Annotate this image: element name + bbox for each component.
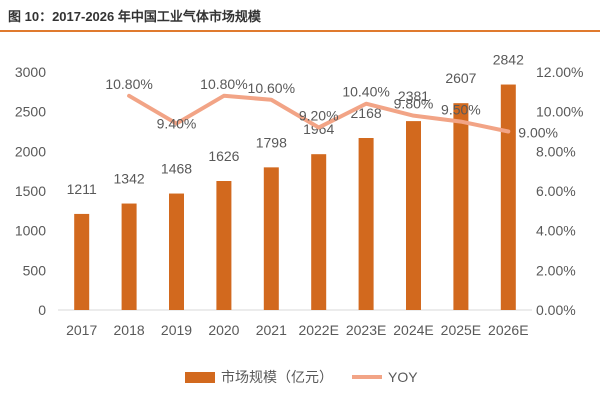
yoy-value-label: 10.60% xyxy=(248,80,295,96)
bar-2024e xyxy=(406,121,421,310)
bar-2022e xyxy=(311,154,327,310)
bar-value-label: 1468 xyxy=(161,161,192,177)
bar-value-label: 2607 xyxy=(445,70,476,86)
x-tick-label: 2023E xyxy=(346,322,386,338)
y-right-tick-label: 12.00% xyxy=(536,64,583,80)
y-left-tick-label: 500 xyxy=(23,262,47,278)
bar-value-label: 1211 xyxy=(67,181,97,197)
legend-swatch-bar xyxy=(185,372,215,383)
x-tick-label: 2024E xyxy=(393,322,433,338)
y-right-tick-label: 10.00% xyxy=(536,104,583,120)
x-tick-label: 2019 xyxy=(161,322,192,338)
legend-label-market-size: 市场规模（亿元） xyxy=(221,369,333,385)
x-tick-label: 2021 xyxy=(256,322,287,338)
y-left-tick-label: 2500 xyxy=(15,104,46,120)
y-left-tick-label: 2000 xyxy=(15,143,46,159)
yoy-value-label: 10.80% xyxy=(200,76,247,92)
bar-2019 xyxy=(169,193,184,310)
y-left-tick-label: 1000 xyxy=(15,223,46,239)
y-left-tick-label: 3000 xyxy=(15,64,46,80)
yoy-value-label: 9.50% xyxy=(441,102,481,118)
bar-value-label: 2842 xyxy=(493,52,524,68)
yoy-value-label: 9.00% xyxy=(518,125,558,141)
y-right-tick-label: 6.00% xyxy=(536,183,576,199)
y-left-tick-label: 1500 xyxy=(15,183,46,199)
y-left-tick-label: 0 xyxy=(38,302,46,318)
y-right-tick-label: 0.00% xyxy=(536,302,576,318)
y-right-tick-label: 4.00% xyxy=(536,223,576,239)
yoy-value-label: 10.80% xyxy=(105,76,152,92)
x-tick-label: 2017 xyxy=(66,322,97,338)
bar-value-label: 1342 xyxy=(114,171,145,187)
bar-value-label: 1626 xyxy=(208,148,239,164)
bar-2026e xyxy=(500,84,516,310)
x-tick-label: 2026E xyxy=(488,322,528,338)
bar-2020 xyxy=(216,181,232,310)
bar-2025e xyxy=(453,103,469,310)
bar-2021 xyxy=(263,167,279,310)
yoy-value-label: 10.40% xyxy=(342,84,389,100)
title-underline xyxy=(0,30,600,32)
x-tick-label: 2018 xyxy=(114,322,145,338)
yoy-value-label: 9.40% xyxy=(157,116,197,132)
figure-title: 图 10：2017-2026 年中国工业气体市场规模 xyxy=(8,9,261,24)
legend-label-yoy: YOY xyxy=(388,369,418,385)
y-right-tick-label: 2.00% xyxy=(536,262,576,278)
bar-2023e xyxy=(358,138,374,310)
bar-2017 xyxy=(74,213,90,310)
bar-value-label: 2381 xyxy=(398,88,429,104)
yoy-value-label: 9.20% xyxy=(299,108,339,124)
x-tick-label: 2022E xyxy=(298,322,338,338)
x-tick-label: 2025E xyxy=(441,322,481,338)
x-tick-label: 2020 xyxy=(208,322,239,338)
bar-2018 xyxy=(121,203,137,310)
yoy-line xyxy=(127,93,511,134)
y-right-tick-label: 8.00% xyxy=(536,143,576,159)
bar-value-label: 1798 xyxy=(256,134,287,150)
yoy-value-label: 9.80% xyxy=(394,96,434,112)
